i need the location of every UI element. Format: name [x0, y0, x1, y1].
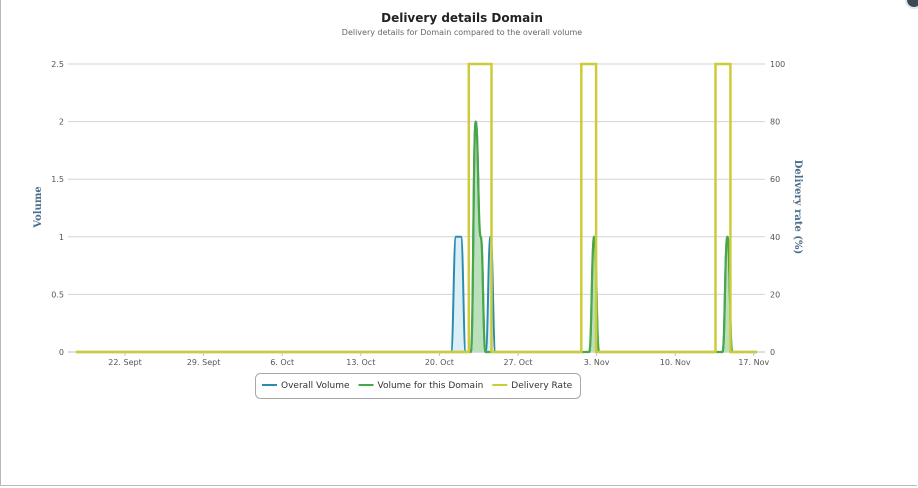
- legend-item[interactable]: Volume for this Domain: [358, 381, 484, 391]
- x-tick-label: 27. Oct: [503, 358, 532, 367]
- x-tick-label: 10. Nov: [660, 358, 691, 367]
- legend-box: [255, 373, 581, 399]
- y-tick-label: 1.5: [51, 175, 64, 184]
- legend-item[interactable]: Overall Volume: [262, 381, 350, 391]
- chart-subtitle: Delivery details for Domain compared to …: [342, 28, 582, 37]
- axis-ticks: 0 0 0.5 20 1 40 1.5 60 2 80 2.5 100 22. Sept 29. Sept…: [51, 60, 785, 367]
- close-icon[interactable]: [905, 0, 918, 9]
- y2-tick-label: 20: [770, 290, 780, 299]
- legend-item[interactable]: Delivery Rate: [492, 381, 573, 391]
- y-tick-label: 2.5: [51, 60, 64, 69]
- legend-label: Delivery Rate: [511, 381, 572, 391]
- y-tick-label: 1: [59, 233, 64, 242]
- y2-tick-label: 40: [770, 233, 780, 242]
- legend-label: Overall Volume: [281, 381, 350, 391]
- x-tick-label: 13. Oct: [346, 358, 375, 367]
- y2-tick-label: 60: [770, 175, 780, 184]
- y2-tick-label: 100: [770, 60, 785, 69]
- chart-title: Delivery details Domain: [381, 11, 543, 25]
- x-tick-label: 22. Sept: [108, 358, 141, 367]
- y-tick-label: 0: [59, 348, 64, 357]
- legend[interactable]: Overall Volume Volume for this Domain Deli…: [255, 373, 581, 399]
- x-tick-label: 3. Nov: [584, 358, 610, 367]
- x-tick-label: 20. Oct: [425, 358, 454, 367]
- domain-volume-line: [75, 120, 757, 354]
- y-tick-label: 0.5: [51, 290, 64, 299]
- y2-axis-title: Delivery rate (%): [792, 160, 803, 255]
- grid-lines: [68, 63, 765, 353]
- y-tick-label: 2: [59, 118, 64, 127]
- delivery-rate-line: [76, 62, 757, 354]
- x-tick-label: 17. Nov: [738, 358, 769, 367]
- legend-label: Volume for this Domain: [378, 381, 484, 391]
- line-layer: [75, 62, 757, 354]
- y-axis-title: Volume: [33, 186, 44, 229]
- y2-tick-label: 80: [770, 118, 780, 127]
- y2-tick-label: 0: [770, 348, 775, 357]
- x-tick-label: 29. Sept: [187, 358, 220, 367]
- x-tick-label: 6. Oct: [270, 358, 294, 367]
